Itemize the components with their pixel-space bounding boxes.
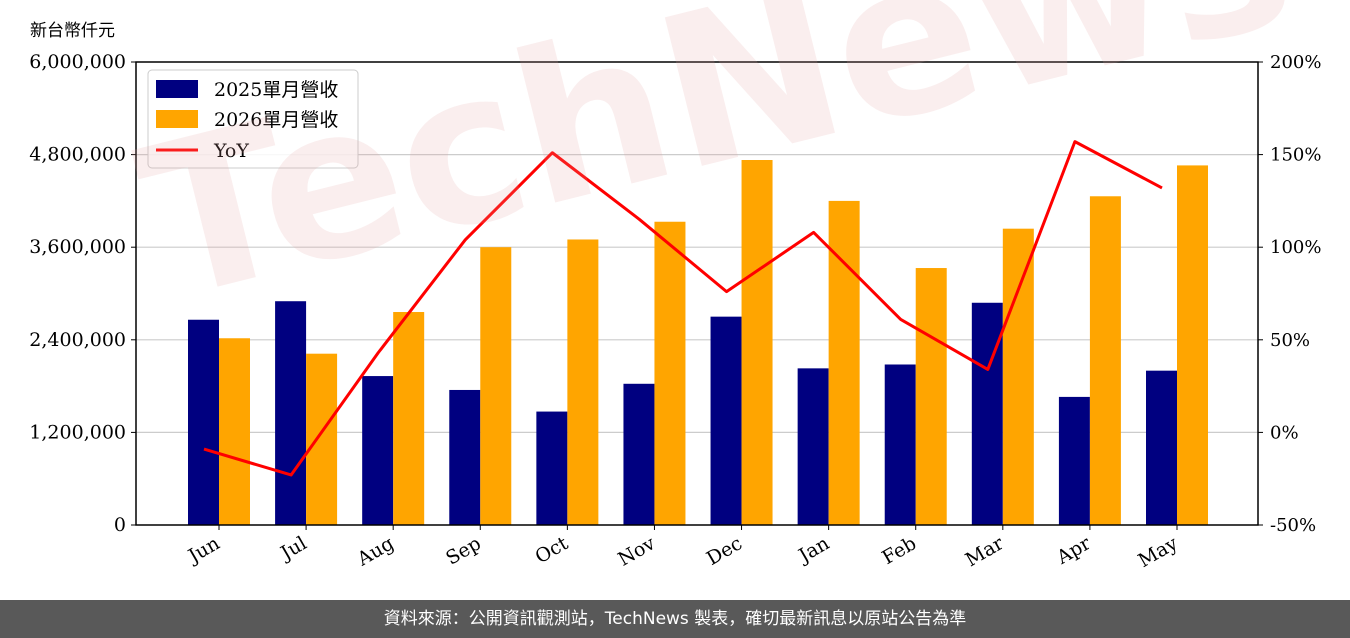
- legend-swatch-2025: [156, 80, 198, 98]
- y2-tick-label: 100%: [1270, 237, 1321, 258]
- y-axis-unit-label: 新台幣仟元: [30, 21, 115, 41]
- x-axis: Jun Jul Aug Sep Oct Nov Dec Jan Feb Mar Apr May: [183, 525, 1182, 572]
- bar-2026: [567, 239, 599, 525]
- plot-frame: [135, 61, 1259, 526]
- legend-box: [147, 69, 359, 169]
- bar-2025: [449, 389, 481, 525]
- y2-tick-label: 150%: [1270, 145, 1321, 166]
- bar-2025: [536, 411, 568, 525]
- bar-2026: [306, 353, 338, 525]
- plot-border: [135, 61, 1259, 526]
- legend-label-2025: 2025單月營收: [214, 79, 338, 101]
- y-tick-label: 4,800,000: [29, 144, 126, 166]
- bar-2025: [884, 364, 916, 525]
- y-tick-label: 2,400,000: [29, 329, 126, 351]
- x-tick-label: Jan: [793, 532, 833, 568]
- bar-2026: [654, 221, 686, 526]
- y2-tick-label: -50%: [1270, 515, 1316, 536]
- bar-group: [188, 160, 1208, 526]
- y2-tick-label: 200%: [1270, 52, 1321, 73]
- bar-2025: [188, 319, 219, 525]
- bar-2026: [480, 247, 512, 525]
- bar-2025: [971, 302, 1003, 525]
- x-tick-label: Dec: [703, 532, 746, 570]
- x-tick-label: Nov: [614, 532, 659, 571]
- revenue-chart: 0 1,200,000 2,400,000 3,600,000 4,800,000 6,0…: [29, 51, 1321, 572]
- bar-2025: [1058, 396, 1090, 525]
- y2-tick-label: 0%: [1270, 422, 1299, 443]
- x-tick-label: Aug: [353, 532, 398, 571]
- bar-2026: [741, 160, 773, 526]
- bar-2026: [1002, 228, 1034, 525]
- yoy-line: [203, 140, 1163, 477]
- legend-swatch-2026: [156, 110, 198, 128]
- bar-2026: [219, 338, 250, 525]
- yoy-line-group: [203, 140, 1163, 477]
- bar-2025: [362, 376, 394, 525]
- bar-2026: [915, 268, 947, 525]
- x-tick-label: Jul: [275, 532, 310, 565]
- x-tick-label: Oct: [532, 532, 573, 568]
- bar-2025: [710, 316, 742, 525]
- legend-label-2026: 2026單月營收: [214, 109, 338, 131]
- legend-label-yoy: YoY: [213, 140, 249, 162]
- right-y-axis: -50% 0% 50% 100% 150% 200%: [1258, 52, 1321, 536]
- x-tick-label: Sep: [442, 532, 485, 569]
- y-tick-label: 0: [114, 514, 126, 536]
- bar-2026: [1089, 196, 1121, 525]
- bar-2026: [828, 200, 860, 525]
- x-tick-label: Apr: [1052, 532, 1095, 569]
- y2-tick-label: 50%: [1270, 330, 1310, 351]
- y-tick-label: 3,600,000: [29, 236, 126, 258]
- bar-2026: [1177, 165, 1208, 526]
- bar-2025: [1146, 370, 1177, 525]
- y-tick-label: 1,200,000: [29, 421, 126, 443]
- x-tick-label: Mar: [962, 532, 1008, 571]
- bar-2025: [275, 301, 307, 525]
- bar-2025: [623, 383, 655, 525]
- bar-2026: [393, 312, 425, 525]
- x-tick-label: Jun: [183, 532, 224, 568]
- bar-2025: [797, 368, 829, 525]
- legend: 2025單月營收 2026單月營收 YoY: [147, 69, 359, 169]
- left-y-axis: 0 1,200,000 2,400,000 3,600,000 4,800,000 6,0…: [29, 51, 136, 536]
- source-footer: 資料來源：公開資訊觀測站，TechNews 製表，確切最新訊息以原站公告為準: [0, 600, 1350, 638]
- x-tick-label: May: [1135, 532, 1182, 572]
- x-tick-label: Feb: [878, 532, 920, 569]
- y-tick-label: 6,000,000: [29, 51, 126, 73]
